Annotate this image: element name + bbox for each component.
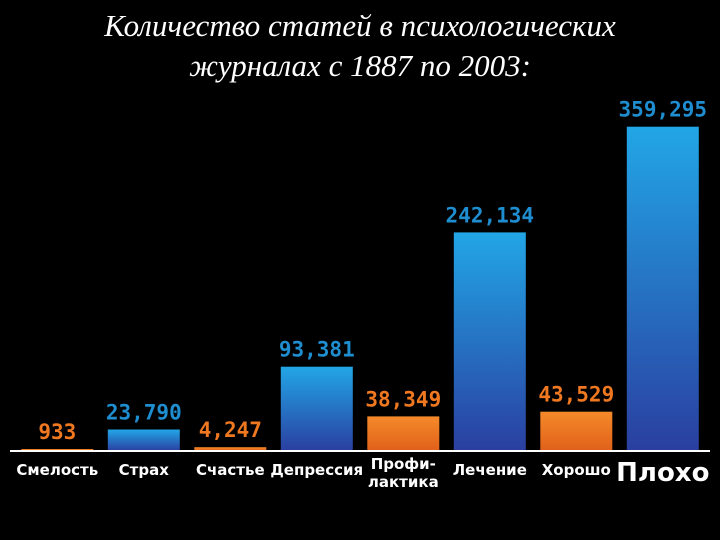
chart-title-line-1: Количество статей в психологических [104, 8, 616, 43]
bar-2 [107, 429, 180, 451]
category-label-6: Лечение [453, 461, 527, 479]
category-label-2: Страх [119, 461, 170, 479]
chart-title: Количество статей в психологических журн… [0, 6, 720, 86]
category-label-7: Хорошо [542, 461, 611, 479]
category-label-8: Плохо [616, 458, 709, 488]
bar-3 [194, 447, 267, 451]
bar-5 [367, 416, 440, 451]
labels-group: 933 Смелость 23,790 Страх 4,247 Счастье 93,381… [16, 98, 709, 491]
category-label-3: Счастье [196, 461, 265, 479]
bar-8 [626, 126, 699, 451]
bar-7 [540, 411, 613, 451]
chart-title-line-2: журналах с 1887 по 2003: [189, 48, 531, 83]
value-label-5: 38,349 [365, 387, 441, 411]
value-label-7: 43,529 [538, 383, 614, 407]
bar-4 [280, 366, 353, 451]
value-label-1: 933 [38, 420, 76, 444]
value-label-4: 93,381 [279, 338, 355, 362]
category-label-5-line-1: Профи- [371, 455, 436, 473]
value-label-6: 242,134 [446, 203, 535, 227]
category-label-1: Смелость [16, 461, 98, 479]
bars-group [21, 126, 699, 451]
value-label-3: 4,247 [199, 418, 262, 442]
value-label-8: 359,295 [619, 98, 708, 122]
category-label-4: Депрессия [270, 461, 363, 479]
value-label-2: 23,790 [106, 401, 182, 425]
bar-6 [453, 232, 526, 451]
category-label-5-line-2: лактика [368, 473, 439, 491]
